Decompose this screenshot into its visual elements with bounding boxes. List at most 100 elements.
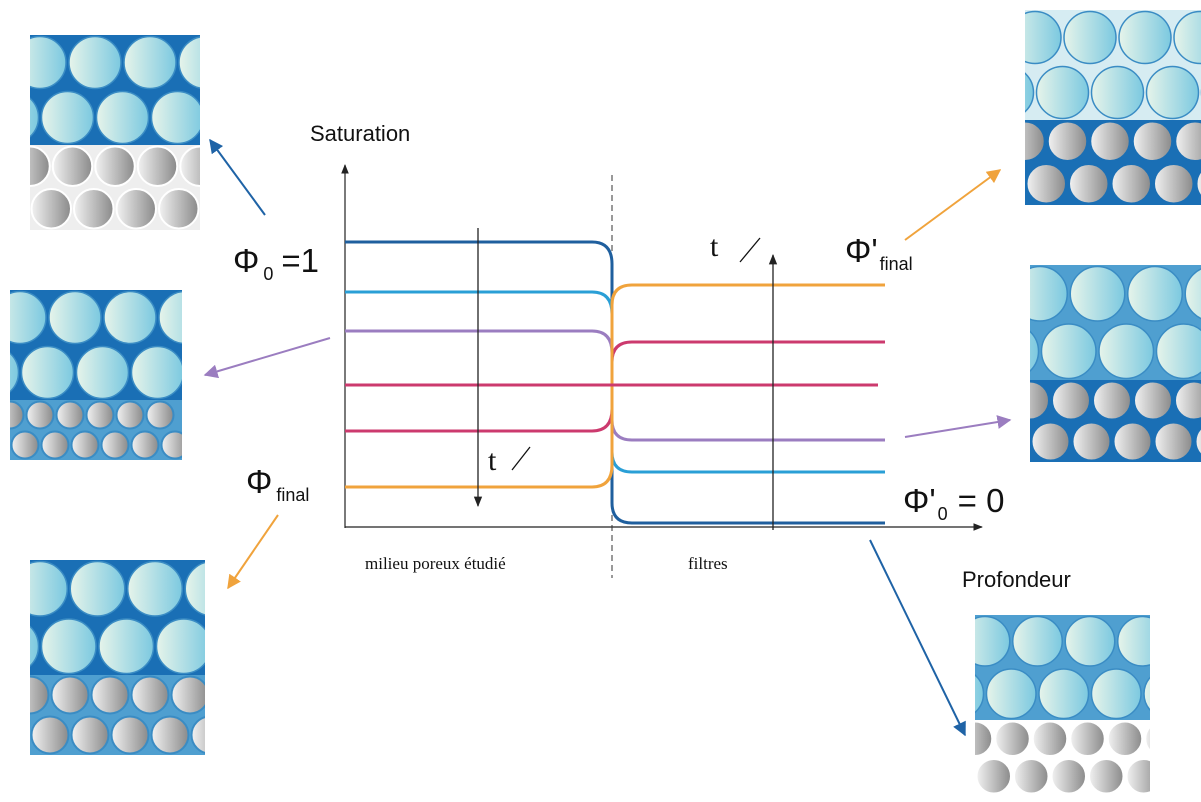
grain bbox=[214, 292, 266, 344]
grain bbox=[1030, 421, 1071, 462]
grain bbox=[1025, 120, 1046, 162]
grain bbox=[155, 618, 205, 675]
grain bbox=[1013, 758, 1050, 795]
grain bbox=[1153, 163, 1195, 205]
grain bbox=[1063, 10, 1117, 65]
grain bbox=[10, 352, 20, 393]
curve bbox=[345, 290, 885, 474]
grain bbox=[991, 423, 1029, 461]
grain bbox=[1164, 759, 1199, 794]
grain bbox=[1143, 676, 1150, 712]
grain bbox=[69, 560, 126, 617]
pore-panel bbox=[30, 560, 298, 755]
grain bbox=[1197, 669, 1201, 719]
grain bbox=[1030, 265, 1068, 322]
time-slash bbox=[739, 237, 761, 263]
grain bbox=[262, 92, 314, 144]
grain bbox=[1071, 421, 1112, 462]
grain bbox=[202, 189, 242, 229]
symbol: Φ bbox=[246, 463, 272, 500]
pore-panel bbox=[954, 10, 1201, 205]
time-label: t bbox=[488, 444, 497, 477]
grain bbox=[130, 675, 170, 715]
grain bbox=[130, 345, 182, 400]
grain bbox=[1117, 615, 1150, 667]
grain bbox=[40, 430, 70, 460]
grain bbox=[920, 722, 955, 757]
grain bbox=[955, 267, 1010, 322]
grain bbox=[1145, 65, 1200, 120]
grain bbox=[1174, 380, 1201, 421]
grain bbox=[30, 675, 50, 715]
panel-content bbox=[30, 560, 298, 755]
grain bbox=[212, 677, 249, 714]
grain bbox=[994, 720, 1031, 757]
grain bbox=[985, 668, 1037, 720]
grain bbox=[85, 400, 115, 430]
grain bbox=[30, 625, 40, 668]
symbol: Φ bbox=[233, 242, 259, 279]
curves bbox=[345, 240, 885, 525]
grain bbox=[100, 430, 130, 460]
grain bbox=[954, 12, 1006, 64]
subscript: final bbox=[276, 485, 309, 505]
grain bbox=[963, 122, 1003, 162]
grain bbox=[48, 290, 102, 345]
grain bbox=[0, 37, 11, 89]
region-label: milieu poreux étudié bbox=[365, 554, 506, 573]
grain bbox=[243, 562, 298, 617]
grain bbox=[73, 188, 115, 230]
panel-content bbox=[0, 35, 314, 230]
grain bbox=[984, 164, 1024, 204]
grain bbox=[158, 188, 200, 230]
pore-panel bbox=[10, 290, 266, 460]
grain bbox=[30, 188, 72, 230]
panel-content bbox=[10, 290, 266, 460]
grain bbox=[1069, 720, 1106, 757]
grain bbox=[1035, 65, 1090, 120]
grain bbox=[184, 561, 205, 616]
grain bbox=[975, 758, 1012, 795]
grain bbox=[1155, 323, 1201, 380]
grain bbox=[975, 720, 994, 757]
grain bbox=[1133, 380, 1173, 421]
grain bbox=[232, 717, 269, 754]
grain bbox=[939, 759, 974, 794]
grain bbox=[1125, 758, 1150, 795]
y-axis-label: Saturation bbox=[310, 121, 410, 146]
grain bbox=[94, 145, 136, 187]
pore-panel bbox=[920, 615, 1201, 795]
value: = 0 bbox=[958, 482, 1005, 519]
grain bbox=[170, 675, 205, 715]
grain bbox=[1098, 323, 1155, 380]
grain bbox=[90, 675, 130, 715]
grain bbox=[1127, 265, 1183, 322]
grain bbox=[25, 400, 55, 430]
grain bbox=[1088, 758, 1125, 795]
grain bbox=[1089, 120, 1131, 162]
grain bbox=[970, 382, 1008, 420]
grain bbox=[150, 90, 200, 145]
grain bbox=[1194, 426, 1201, 457]
grain bbox=[10, 400, 25, 430]
grain bbox=[1025, 163, 1067, 205]
grain bbox=[207, 92, 259, 144]
grain bbox=[40, 90, 95, 145]
grain bbox=[975, 674, 985, 714]
region-label: filtres bbox=[688, 554, 728, 573]
x-axis-label: Profondeur bbox=[962, 567, 1071, 592]
pointer bbox=[869, 539, 966, 737]
grain bbox=[30, 715, 70, 755]
grain bbox=[30, 145, 51, 187]
phi-prime-start: Φ' 0 = 0 bbox=[903, 482, 1004, 524]
grain bbox=[123, 35, 177, 90]
grain bbox=[975, 615, 1011, 667]
grain bbox=[103, 290, 157, 345]
symbol: Φ' bbox=[845, 232, 878, 269]
grain bbox=[40, 618, 97, 675]
grain bbox=[30, 35, 67, 90]
grain bbox=[95, 90, 150, 145]
panel-content bbox=[955, 265, 1201, 462]
pore-panels bbox=[0, 10, 1201, 795]
